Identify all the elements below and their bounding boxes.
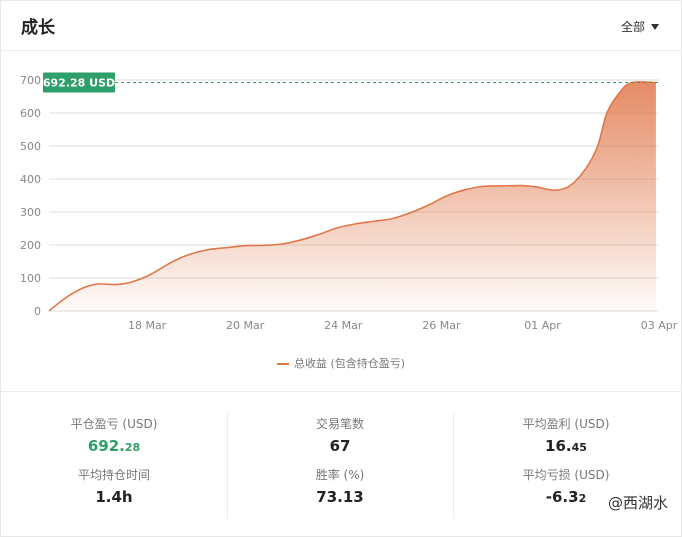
stat-win-rate: 胜率 (%) 73.13 [227,466,453,506]
range-filter-dropdown[interactable]: 全部 [621,18,659,35]
x-tick-label: 18 Mar [128,319,167,332]
y-tick-label: 500 [20,140,41,153]
card-title: 成长 [21,18,55,38]
y-tick-label: 400 [20,173,41,186]
current-value-badge [43,72,115,93]
series-line [48,81,656,312]
current-value-label: 692.28 USD [43,77,115,90]
x-tick-label: 24 Mar [324,319,363,332]
stat-value: 1.4h [95,488,133,506]
stat-closed-pnl: 平仓盈亏 (USD) 692.28 [1,415,227,455]
stat-value: -6.32 [545,488,587,506]
series-area [49,81,656,311]
stats-column-3: 平均盈利 (USD) 16.45 平均亏损 (USD) -6.32 [453,411,679,519]
x-tick-label: 03 Apr [641,319,678,332]
y-tick-label: 0 [34,305,41,318]
watermark: @西湖水 [604,491,671,514]
stat-avg-profit: 平均盈利 (USD) 16.45 [453,415,679,455]
chart-svg: 0 100 200 300 400 500 600 700 18 Mar 20 Mar 24 Mar… [20,72,678,332]
stat-label: 平均持仓时间 [77,468,150,482]
stat-avg-loss: 平均亏损 (USD) -6.32 [453,466,679,506]
x-tick-label: 26 Mar [422,319,461,332]
range-filter-label: 全部 [620,20,645,34]
x-tick-label: 01 Apr [524,319,561,332]
column-divider [227,413,228,519]
column-divider [453,413,454,519]
stat-trade-count: 交易笔数 67 [227,415,453,455]
stat-avg-hold-time: 平均持仓时间 1.4h [1,466,227,506]
stat-label: 平仓盈亏 (USD) [70,417,158,431]
stat-label: 胜率 (%) [315,468,365,482]
growth-chart: 0 100 200 300 400 500 600 700 18 Mar 20 Mar 24 Mar… [1,51,681,341]
stat-label: 平均盈利 (USD) [522,417,610,431]
stat-value: 16.45 [545,437,587,455]
stat-value: 692.28 [87,437,141,455]
x-tick-label: 20 Mar [226,319,265,332]
legend-label: 总收益 (包含持仓盈亏) [293,357,406,370]
y-tick-label: 300 [20,206,41,219]
chevron-down-icon [651,23,659,30]
stats-column-2: 交易笔数 67 胜率 (%) 73.13 [227,411,453,519]
y-tick-label: 200 [20,239,41,252]
y-tick-label: 600 [20,107,41,120]
stat-value: 67 [329,437,351,455]
y-tick-label: 100 [20,272,41,285]
chart-legend[interactable]: 总收益 (包含持仓盈亏) [1,355,681,371]
stats-panel: 平仓盈亏 (USD) 692.28 平均持仓时间 1.4h 交易笔数 67 胜率… [1,393,681,533]
legend-swatch [276,363,289,365]
y-tick-label: 700 [20,74,41,87]
stats-column-1: 平仓盈亏 (USD) 692.28 平均持仓时间 1.4h [1,411,227,519]
stats-divider [1,391,681,392]
stat-value: 73.13 [316,488,364,506]
stat-label: 交易笔数 [315,417,364,431]
stat-label: 平均亏损 (USD) [522,468,610,482]
card-header: 成长 全部 [1,1,681,51]
